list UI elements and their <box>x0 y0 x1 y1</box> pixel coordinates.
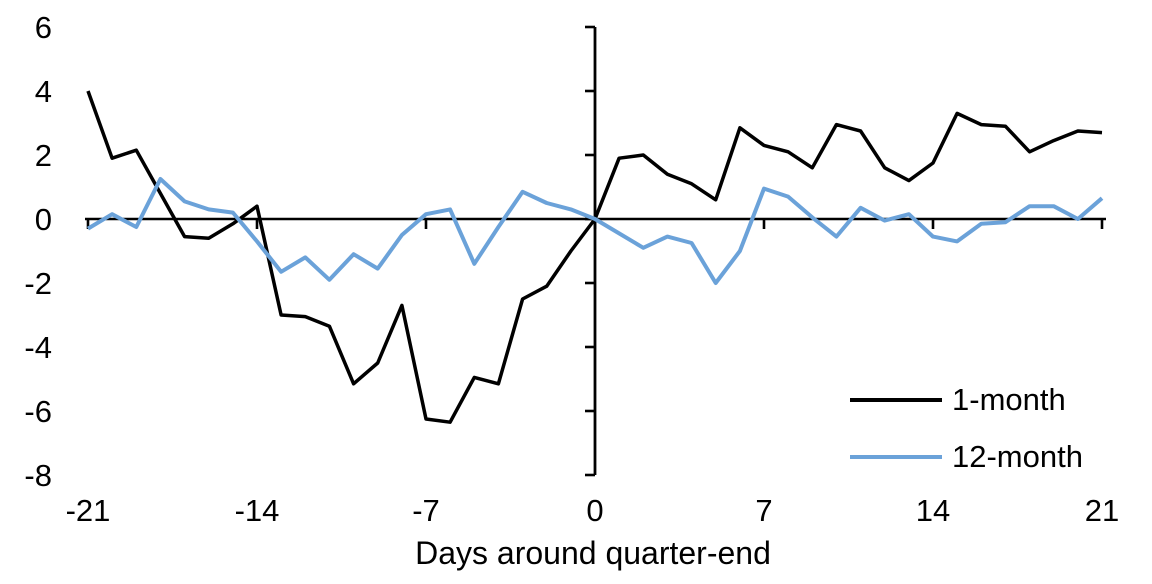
y-tick-label: -8 <box>24 458 52 493</box>
x-tick-label: 21 <box>1085 493 1119 528</box>
legend-label-1-month: 1-month <box>952 381 1066 417</box>
y-tick-label: 6 <box>35 10 52 45</box>
x-tick-label: -7 <box>412 493 440 528</box>
x-axis-title: Days around quarter-end <box>415 535 771 571</box>
legend-line-1-month-icon <box>850 397 942 402</box>
y-tick-label: 2 <box>35 138 52 173</box>
legend-label-12-month: 12-month <box>952 438 1083 474</box>
y-tick-label: 0 <box>35 202 52 237</box>
y-tick-label: 4 <box>35 74 52 109</box>
y-tick-label: -6 <box>24 394 52 429</box>
y-tick-label: -2 <box>24 266 52 301</box>
legend-line-12-month-icon <box>850 454 942 459</box>
legend-item-12-month: 12-month <box>850 428 1083 485</box>
x-tick-label: 14 <box>916 493 950 528</box>
x-tick-label: 7 <box>755 493 772 528</box>
legend: 1-month 12-month <box>850 371 1083 485</box>
y-tick-label: -4 <box>24 330 52 365</box>
series-line-12-month <box>86 177 1104 285</box>
legend-item-1-month: 1-month <box>850 371 1083 428</box>
x-tick-label: -14 <box>235 493 280 528</box>
x-tick-label: -21 <box>66 493 111 528</box>
x-tick-label: 0 <box>586 493 603 528</box>
